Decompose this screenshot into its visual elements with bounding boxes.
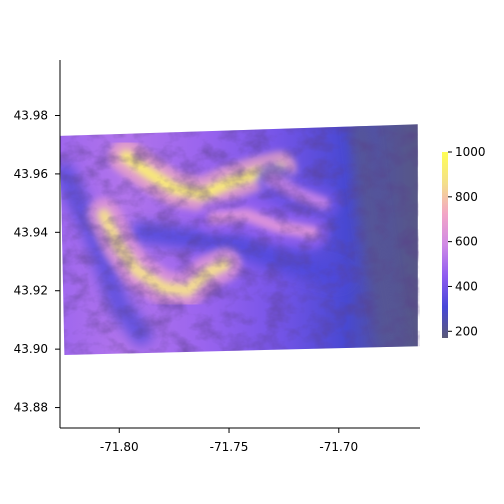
y-tick-label: 43.94: [14, 225, 48, 239]
x-tick-label: -71.70: [319, 440, 358, 454]
elevation-legend: 200 400 600 800 1000: [442, 145, 486, 338]
y-tick-label: 43.90: [14, 342, 48, 356]
x-tick-label: -71.75: [210, 440, 249, 454]
x-axis-ticks: -71.80 -71.75 -71.70: [100, 428, 358, 454]
y-tick-label: 43.88: [14, 401, 48, 415]
x-tick-label: -71.80: [100, 440, 139, 454]
y-tick-label: 43.92: [14, 284, 48, 298]
legend-tick-label: 400: [455, 279, 478, 293]
legend-tick-label: 800: [455, 190, 478, 204]
legend-tick-label: 200: [455, 324, 478, 338]
legend-ticks: 200 400 600 800 1000: [448, 145, 486, 338]
y-tick-label: 43.98: [14, 108, 48, 122]
legend-tick-label: 600: [455, 235, 478, 249]
legend-colorbar: [442, 152, 448, 338]
y-tick-label: 43.96: [14, 167, 48, 181]
legend-tick-label: 1000: [455, 145, 486, 159]
y-axis-ticks: 43.88 43.90 43.92 43.94 43.96 43.98: [14, 108, 60, 415]
